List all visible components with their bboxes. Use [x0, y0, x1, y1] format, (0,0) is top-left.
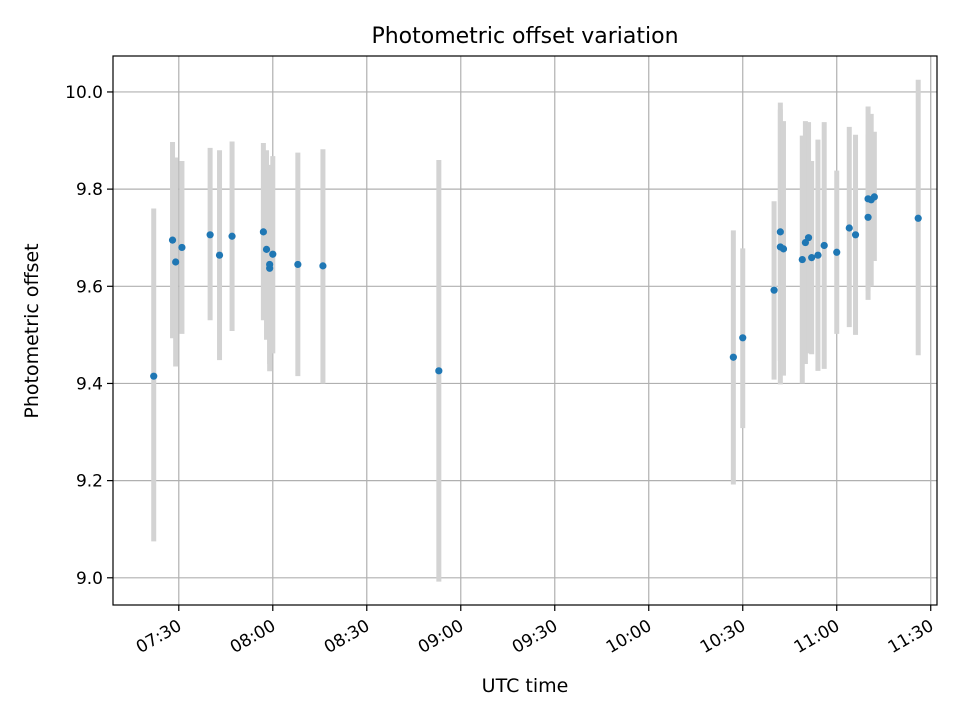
data-point [259, 228, 267, 236]
plot-frame [112, 55, 938, 606]
data-point [269, 250, 277, 258]
data-point [864, 213, 872, 221]
data-point [294, 260, 302, 269]
data-point [228, 232, 236, 240]
data-point [435, 367, 443, 375]
data-point [833, 248, 841, 256]
data-point [215, 251, 224, 259]
data-point [870, 193, 878, 201]
data-point [851, 231, 860, 239]
data-point [168, 236, 177, 244]
data-point [820, 241, 828, 250]
data-point [206, 231, 214, 239]
x-axis-label: UTC time [482, 675, 569, 697]
data-point [845, 224, 853, 232]
y-tick-label: 10.0 [65, 83, 103, 103]
y-tick-label: 9.6 [76, 277, 103, 297]
data-point [319, 262, 327, 270]
data-points [150, 193, 922, 380]
data-point [172, 258, 180, 266]
data-point [804, 234, 813, 242]
data-point [779, 245, 788, 253]
data-point [729, 353, 737, 361]
data-point [739, 334, 747, 342]
data-point [770, 286, 778, 294]
data-point [814, 251, 822, 259]
data-point [266, 260, 274, 269]
data-point [776, 228, 784, 236]
data-point [798, 255, 806, 264]
data-point [808, 254, 816, 262]
y-tick-label: 9.2 [76, 472, 103, 492]
data-point [178, 243, 186, 252]
data-point [262, 245, 271, 253]
y-tick-label: 9.0 [76, 569, 103, 589]
y-axis-ticks: 9.0 9.2 9.4 9.6 9.8 10.0 [65, 83, 113, 589]
grid-lines [113, 56, 937, 605]
y-axis-label: Photometric offset [21, 243, 43, 418]
y-tick-label: 9.8 [76, 180, 103, 200]
chart-title: Photometric offset variation [371, 24, 678, 49]
y-tick-label: 9.4 [76, 374, 103, 394]
data-point [150, 372, 158, 380]
data-point [914, 214, 922, 222]
